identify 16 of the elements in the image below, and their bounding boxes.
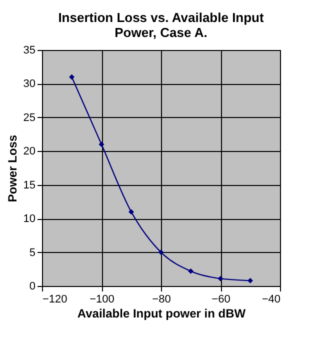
y-tick-label: 10 xyxy=(23,213,36,226)
chart-title: Insertion Loss vs. Available Input Power, Case A. xyxy=(58,10,264,40)
x-tick-label: −80 xyxy=(152,294,171,306)
y-tick-label: 25 xyxy=(23,112,36,124)
y-axis-title: Power Loss xyxy=(5,134,20,202)
y-tick-label: 30 xyxy=(23,78,36,90)
x-tick-label: −40 xyxy=(262,294,280,306)
y-tick-label: 5 xyxy=(29,246,36,259)
y-tick-label: 35 xyxy=(23,44,36,56)
x-tick-label: −100 xyxy=(90,294,114,306)
x-axis-title: Available Input power in dBW xyxy=(77,306,246,320)
y-tick-label: 15 xyxy=(23,179,36,192)
y-tick-label: 0 xyxy=(29,280,36,292)
y-tick-label: 20 xyxy=(23,146,36,158)
x-tick-label: −120 xyxy=(42,294,68,306)
x-tick-label: −60 xyxy=(212,294,230,306)
